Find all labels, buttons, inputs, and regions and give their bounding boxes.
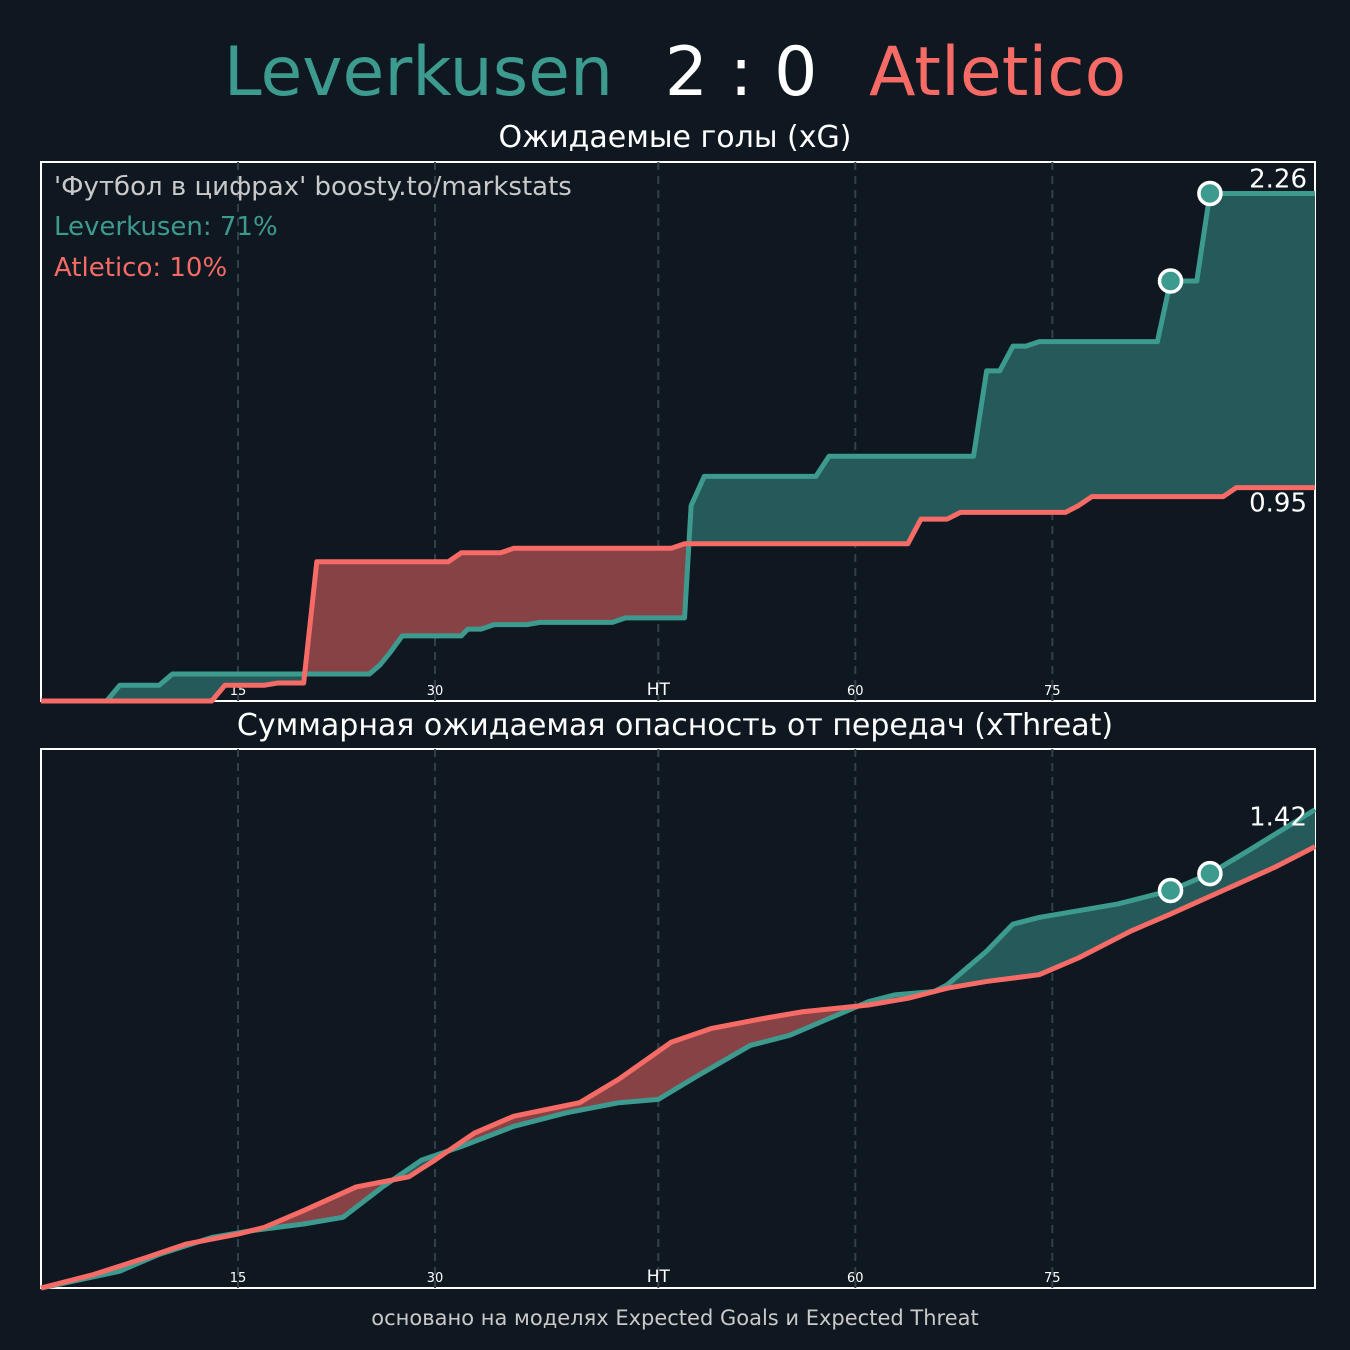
goal-marker: [1157, 877, 1184, 904]
xt-chart-title: Суммарная ожидаемая опасность от передач…: [236, 708, 1114, 743]
x-tick-label: HT: [647, 680, 671, 700]
goal-marker: [1197, 860, 1223, 887]
match-score: 2 : 0: [664, 33, 818, 112]
x-tick-label: 60: [847, 684, 864, 699]
away-win-probability: Atletico: 10%: [54, 253, 228, 283]
away-advantage-area: [41, 989, 938, 1288]
footer-note: основано на моделях Expected Goals и Exp…: [371, 1306, 979, 1330]
goal-marker: [1197, 180, 1223, 207]
away-team-name: Atletico: [868, 33, 1127, 112]
x-tick-label: 75: [1044, 1271, 1061, 1286]
home-xg-total: 2.26: [1249, 164, 1307, 194]
home-advantage-area: [41, 193, 1315, 702]
home-series-line: [41, 190, 1315, 704]
x-tick-label: 75: [1044, 684, 1061, 699]
away-xg-total: 0.95: [1249, 489, 1307, 519]
x-tick-label: 30: [427, 684, 444, 699]
home-series-line: [40, 807, 1317, 1291]
home-team-name: Leverkusen: [223, 33, 614, 112]
away-series-line: [41, 485, 1315, 704]
match-header: Leverkusen 2 : 0 Atletico: [0, 28, 1350, 118]
away-advantage-area: [41, 505, 692, 701]
x-tick-label: HT: [647, 1267, 671, 1287]
goal-marker: [1157, 268, 1184, 294]
credit-text: 'Футбол в цифрах' boosty.to/markstats: [54, 172, 572, 202]
x-tick-label: 30: [427, 1271, 444, 1286]
home-win-probability: Leverkusen: 71%: [54, 212, 278, 242]
xg-chart-title: Ожидаемые голы (xG): [498, 120, 852, 155]
x-tick-label: 60: [847, 1271, 864, 1286]
x-tick-label: 15: [230, 1271, 247, 1286]
xthreat-total: 1.42: [1249, 803, 1307, 833]
away-series-line: [40, 844, 1317, 1291]
chart-frame: [40, 748, 1316, 1289]
